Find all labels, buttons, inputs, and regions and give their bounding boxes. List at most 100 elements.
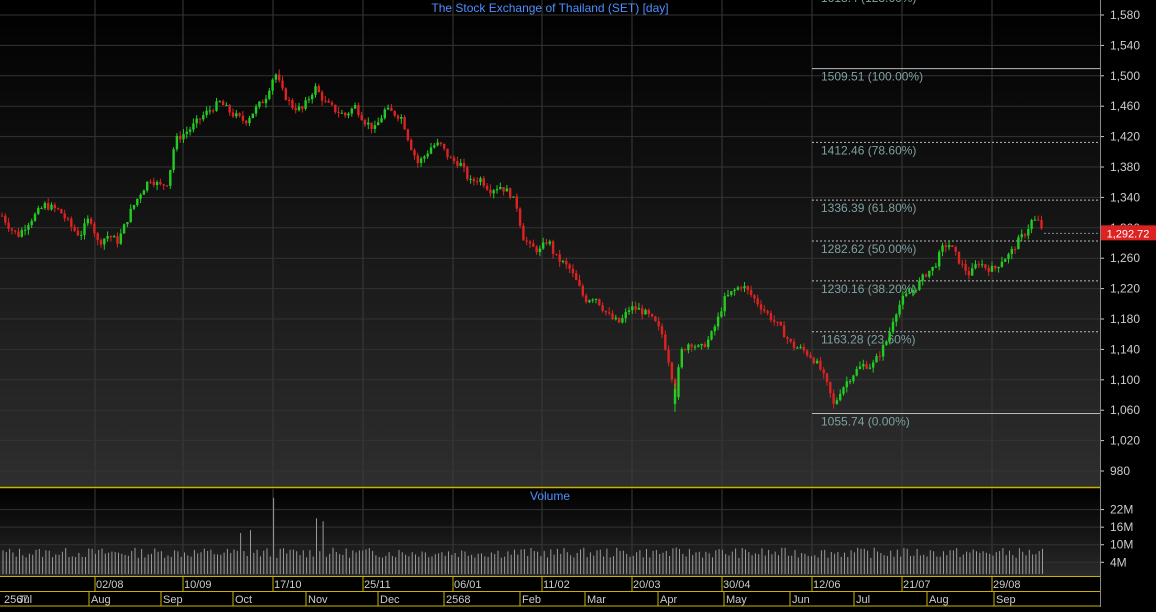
candle-body [548,241,551,244]
candle-body [934,266,938,268]
candle-body [419,158,423,164]
candle-body [103,238,106,245]
candle-body [740,287,743,289]
candle-body [33,213,37,221]
candle-body [1004,259,1007,262]
candle-body [763,309,766,311]
candle-body [327,100,330,103]
candle-body [921,274,924,281]
x-top-tick-label: 21/07 [903,579,931,591]
candle-body [241,115,245,121]
candle-body [205,110,208,116]
candle-body [888,332,891,342]
candle-body [113,236,116,238]
candle-body [231,112,235,117]
candle-body [251,113,254,119]
candle-body [228,104,231,113]
candle-body [452,157,456,161]
fib-label: 1230.16 (38.20%) [821,282,916,296]
candle-body [789,338,792,342]
candle-body [192,123,195,130]
candle-body [17,231,20,237]
candle-body [1013,249,1017,251]
x-bottom-tick-label: Nov [308,594,328,606]
candle-body [281,80,284,89]
candle-body [779,321,782,326]
candle-body [947,245,951,248]
x-bottom-tick-label: 2568 [446,594,470,606]
candle-body [459,163,462,166]
candle-body [40,208,43,210]
candle-body [1027,229,1030,236]
candle-body [439,142,443,144]
candle-body [344,112,347,116]
candle-body [330,102,334,105]
x-top-tick-label: 10/09 [184,579,212,591]
candle-body [964,264,967,272]
candle-body [291,100,294,109]
candle-body [980,264,984,266]
candle-body [776,321,779,323]
candle-body [393,111,396,116]
x-bottom-tick-label: Jun [792,594,810,606]
x-top-tick-label: 11/02 [543,579,570,591]
candle-body [132,205,136,209]
candle-body [693,346,697,348]
candle-body [119,233,122,244]
candle-body [149,181,152,183]
candle-body [809,355,812,358]
candle-body [611,313,614,320]
candle-body [126,222,129,225]
candle-body [673,388,677,405]
candle-body [1017,237,1020,250]
candle-body [449,157,452,159]
volume-tick-label: 4M [1110,555,1127,569]
y-tick-label: 1,140 [1110,342,1140,356]
candle-body [357,105,360,116]
candle-body [654,316,657,322]
candle-body [812,357,815,364]
candle-body [733,289,736,292]
candle-body [819,360,822,370]
candle-body [340,112,344,114]
x-top-tick-label: 12/06 [813,579,841,591]
candle-body [23,229,27,231]
candle-body [175,135,179,150]
candle-body [594,298,598,300]
fib-label: 1163.28 (23.60%) [821,333,916,347]
candle-body [47,203,50,210]
candle-body [987,267,990,272]
candle-body [736,287,740,290]
candle-body [106,236,109,239]
candle-body [1007,254,1010,260]
candle-body [139,194,142,199]
candle-body [429,147,433,154]
candle-body [749,289,753,296]
candle-body [324,100,327,102]
candle-body [657,321,660,327]
candle-body [212,110,215,112]
candle-body [485,185,489,190]
candle-body [53,204,56,209]
candle-body [971,268,974,276]
candle-body [759,304,763,310]
candle-body [70,218,73,227]
candle-body [443,143,446,149]
x-top-tick-label: 17/10 [274,579,302,591]
y-tick-label: 1,260 [1110,251,1140,265]
candle-body [472,178,476,182]
candle-body [951,245,954,248]
candle-body [627,310,631,312]
candle-body [188,129,192,132]
candle-body [383,109,386,119]
candle-body [413,149,416,156]
x-top-tick-label: 20/03 [633,579,661,591]
candle-body [492,190,495,194]
candle-body [700,343,703,346]
candle-body [862,364,865,367]
candle-body [726,294,730,297]
x-bottom-tick-label: Jul [18,594,32,606]
candle-body [43,203,47,209]
fib-label: 1336.39 (61.80%) [821,201,916,215]
